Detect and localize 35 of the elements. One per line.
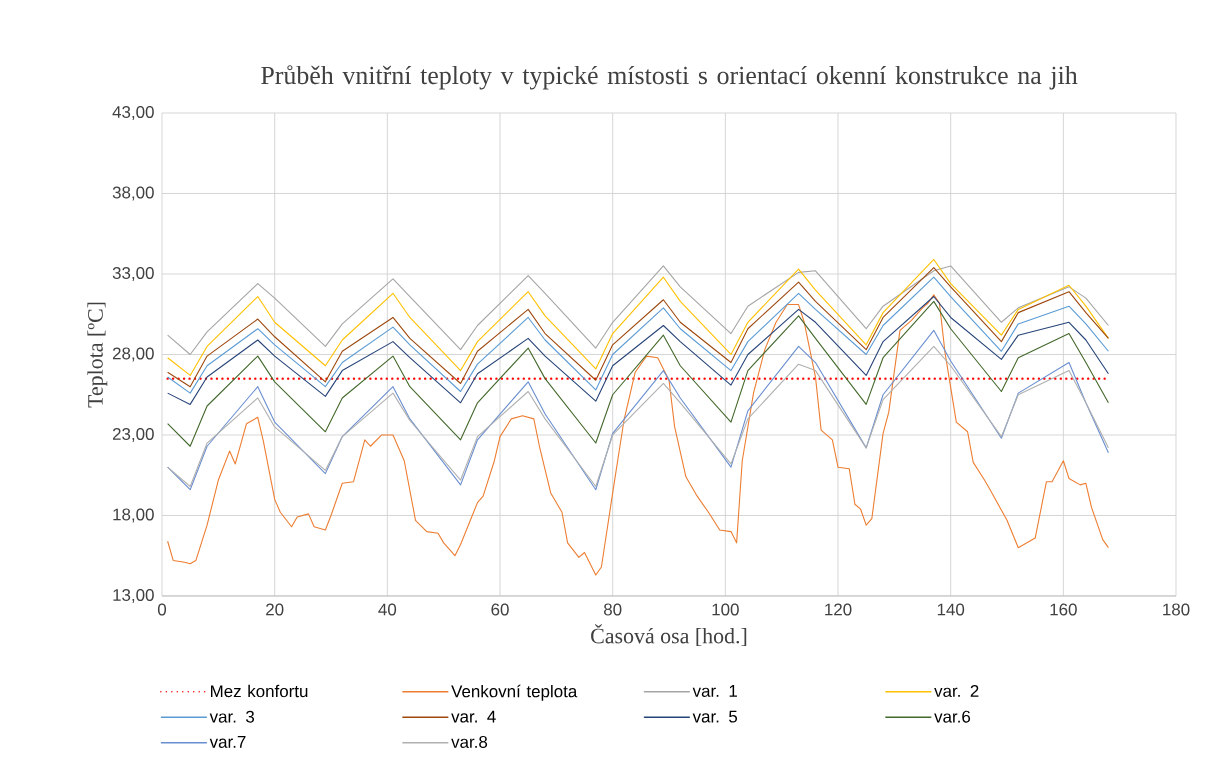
y-tick-label: 13,00 bbox=[113, 588, 154, 603]
x-tick-label: 100 bbox=[712, 603, 739, 616]
y-axis-title: Teplota [ºC] bbox=[87, 302, 108, 408]
x-tick-label: 60 bbox=[491, 603, 509, 616]
y-tick-label: 43,00 bbox=[112, 105, 154, 120]
x-tick-label: 160 bbox=[1050, 603, 1077, 616]
x-axis-title: Časová osa [hod.] bbox=[591, 624, 747, 647]
line-series bbox=[167, 294, 1109, 576]
x-tick-label: 20 bbox=[266, 603, 284, 616]
x-tick-label: 0 bbox=[157, 603, 167, 616]
chart-title: Průběh vnitřní teploty v typické místosti s orientací okenní konstrukce na jih bbox=[261, 65, 1078, 90]
x-tick-label: 120 bbox=[825, 603, 852, 616]
legend-label: var.8 bbox=[451, 735, 488, 748]
legend-label: var. 1 bbox=[692, 685, 737, 697]
legend-label: var.6 bbox=[934, 710, 971, 723]
line-series bbox=[167, 295, 1109, 405]
legend-label: Venkovní teplota bbox=[451, 684, 578, 701]
y-tick-label: 33,00 bbox=[112, 266, 154, 281]
y-tick-label: 28,00 bbox=[112, 347, 154, 362]
y-tick-label: 23,00 bbox=[112, 427, 154, 442]
legend-label: var.7 bbox=[209, 736, 246, 748]
legend-label: var. 3 bbox=[209, 710, 255, 723]
x-tick-label: 180 bbox=[1163, 603, 1190, 616]
legend-label: var. 5 bbox=[692, 710, 738, 723]
line-series bbox=[167, 258, 1109, 376]
y-tick-label: 18,00 bbox=[113, 508, 154, 523]
legend-label: var. 4 bbox=[451, 710, 496, 723]
line-series bbox=[167, 265, 1109, 356]
legend-label: var. 2 bbox=[934, 685, 979, 698]
x-tick-label: 80 bbox=[603, 603, 622, 616]
legend-label: Mez konfortu bbox=[211, 684, 308, 698]
line-series bbox=[167, 300, 1109, 447]
x-tick-label: 140 bbox=[937, 603, 965, 616]
y-tick-label: 38,00 bbox=[112, 186, 154, 201]
x-tick-label: 40 bbox=[378, 603, 397, 616]
